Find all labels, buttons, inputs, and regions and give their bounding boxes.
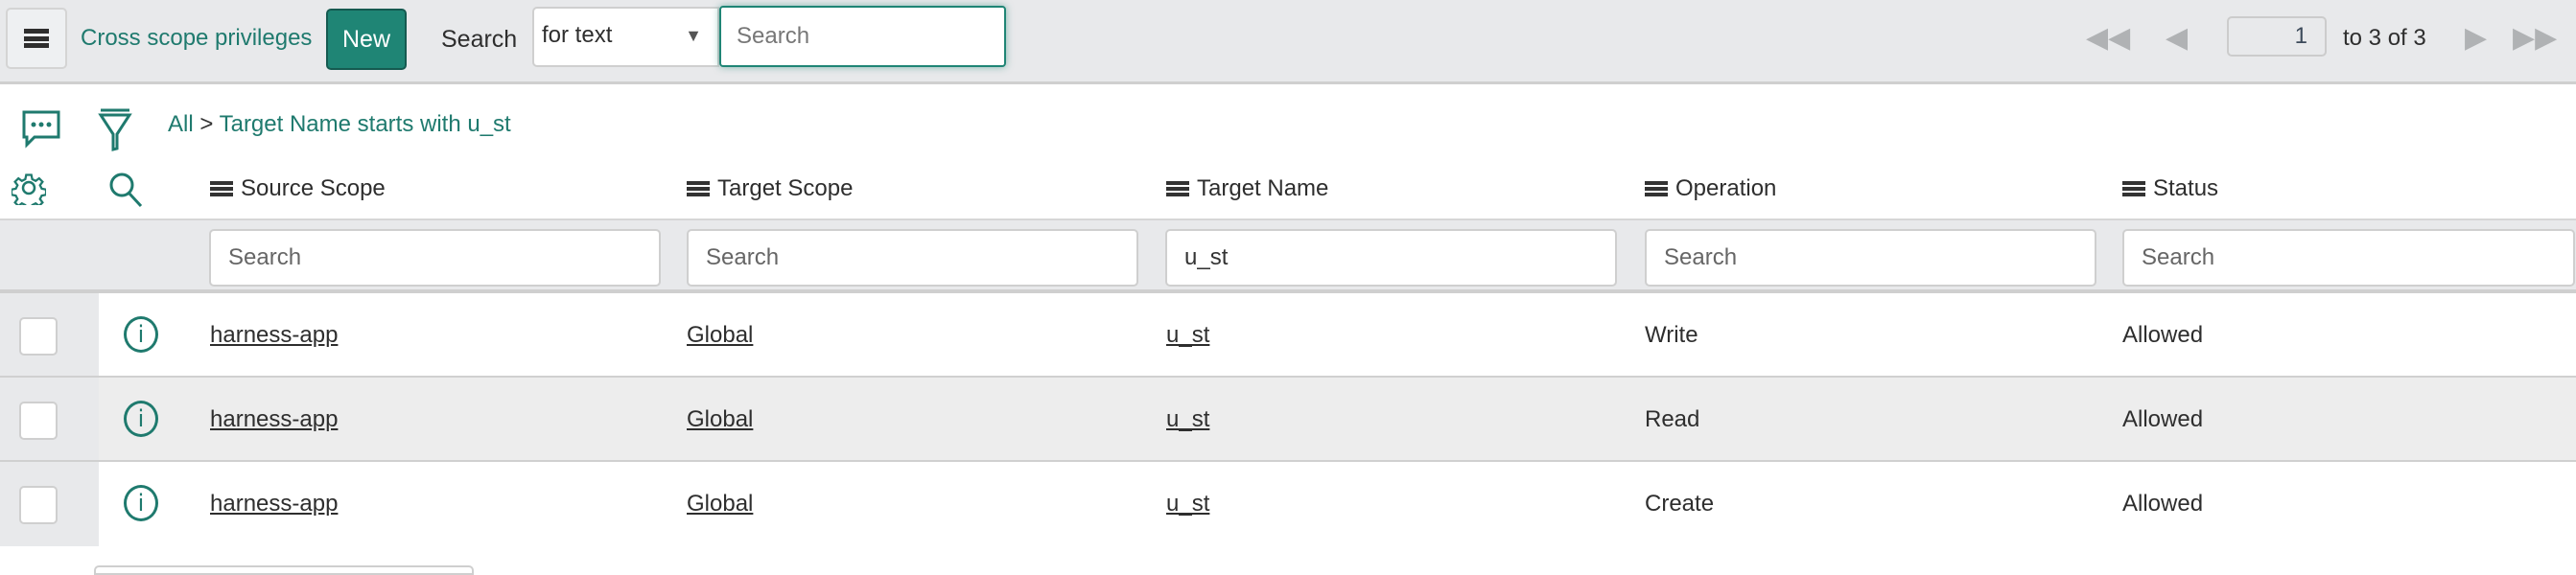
column-label: Target Scope: [717, 175, 854, 201]
breadcrumb: All > Target Name starts with u_st: [168, 111, 511, 138]
search-field-value: for text: [542, 22, 613, 48]
column-label: Target Name: [1197, 175, 1329, 201]
column-header-source-scope[interactable]: Source Scope: [210, 175, 386, 202]
info-icon[interactable]: i: [124, 485, 158, 521]
column-label: Source Scope: [241, 175, 386, 201]
operation-filter-input[interactable]: [1645, 229, 2096, 287]
info-icon[interactable]: i: [124, 316, 158, 353]
list-menu-button[interactable]: [6, 8, 67, 69]
target-name-link[interactable]: u_st: [1166, 491, 1210, 517]
column-header-target-scope[interactable]: Target Scope: [687, 175, 853, 202]
target-scope-link[interactable]: Global: [687, 491, 754, 517]
last-page-icon[interactable]: ▶▶: [2513, 22, 2558, 54]
next-page-icon[interactable]: ▶: [2465, 22, 2488, 54]
activity-stream-icon[interactable]: [21, 109, 61, 150]
status-cell: Allowed: [2122, 322, 2204, 348]
new-button[interactable]: New: [326, 9, 407, 70]
column-menu-icon[interactable]: [2122, 181, 2145, 196]
column-header-target-name[interactable]: Target Name: [1166, 175, 1328, 202]
first-page-icon[interactable]: ◀◀: [2086, 22, 2131, 54]
column-filter-row: [0, 218, 2576, 293]
list-toolbar: Cross scope privileges New Search for te…: [0, 0, 2576, 84]
table-row: i harness-app Global u_st Write Allowed: [0, 293, 2576, 378]
operation-cell: Write: [1645, 322, 1698, 348]
breadcrumb-all[interactable]: All: [168, 111, 194, 137]
dropdown-arrow-icon: ▼: [685, 26, 702, 45]
search-input[interactable]: [719, 6, 1006, 67]
column-menu-icon[interactable]: [687, 181, 710, 196]
actions-select[interactable]: [94, 565, 474, 575]
gear-icon[interactable]: [12, 171, 46, 205]
target-scope-link[interactable]: Global: [687, 406, 754, 432]
operation-cell: Read: [1645, 406, 1700, 432]
target-name-filter-input[interactable]: [1165, 229, 1617, 287]
column-label: Status: [2153, 175, 2219, 201]
status-cell: Allowed: [2122, 491, 2204, 517]
source-scope-link[interactable]: harness-app: [210, 491, 339, 517]
source-scope-link[interactable]: harness-app: [210, 322, 339, 348]
search-field-select[interactable]: for text ▼: [532, 7, 719, 67]
table-row: i harness-app Global u_st Create Allowed: [0, 462, 2576, 546]
column-menu-icon[interactable]: [1645, 181, 1668, 196]
column-menu-icon[interactable]: [210, 181, 233, 196]
status-cell: Allowed: [2122, 406, 2204, 432]
source-scope-filter-input[interactable]: [209, 229, 661, 287]
filter-icon[interactable]: [98, 107, 132, 151]
operation-cell: Create: [1645, 491, 1715, 517]
info-icon[interactable]: i: [124, 401, 158, 437]
breadcrumb-filter[interactable]: Target Name starts with u_st: [219, 111, 511, 137]
column-label: Operation: [1675, 175, 1777, 201]
row-checkbox[interactable]: [19, 317, 58, 356]
page-number-input[interactable]: [2227, 16, 2327, 57]
status-filter-input[interactable]: [2122, 229, 2575, 287]
source-scope-link[interactable]: harness-app: [210, 406, 339, 432]
column-menu-icon[interactable]: [1166, 181, 1189, 196]
target-name-link[interactable]: u_st: [1166, 322, 1210, 348]
search-columns-icon[interactable]: [107, 171, 146, 209]
target-scope-filter-input[interactable]: [687, 229, 1138, 287]
target-scope-link[interactable]: Global: [687, 322, 754, 348]
hamburger-icon: [24, 29, 49, 48]
column-header-status[interactable]: Status: [2122, 175, 2218, 202]
column-header-operation[interactable]: Operation: [1645, 175, 1776, 202]
page-range-text: to 3 of 3: [2343, 25, 2426, 51]
list-title[interactable]: Cross scope privileges: [81, 25, 313, 51]
previous-page-icon[interactable]: ◀: [2166, 22, 2189, 54]
table-row: i harness-app Global u_st Read Allowed: [0, 378, 2576, 462]
target-name-link[interactable]: u_st: [1166, 406, 1210, 432]
row-checkbox[interactable]: [19, 402, 58, 440]
breadcrumb-separator: >: [199, 111, 214, 137]
search-label: Search: [441, 26, 518, 53]
row-checkbox[interactable]: [19, 486, 58, 524]
